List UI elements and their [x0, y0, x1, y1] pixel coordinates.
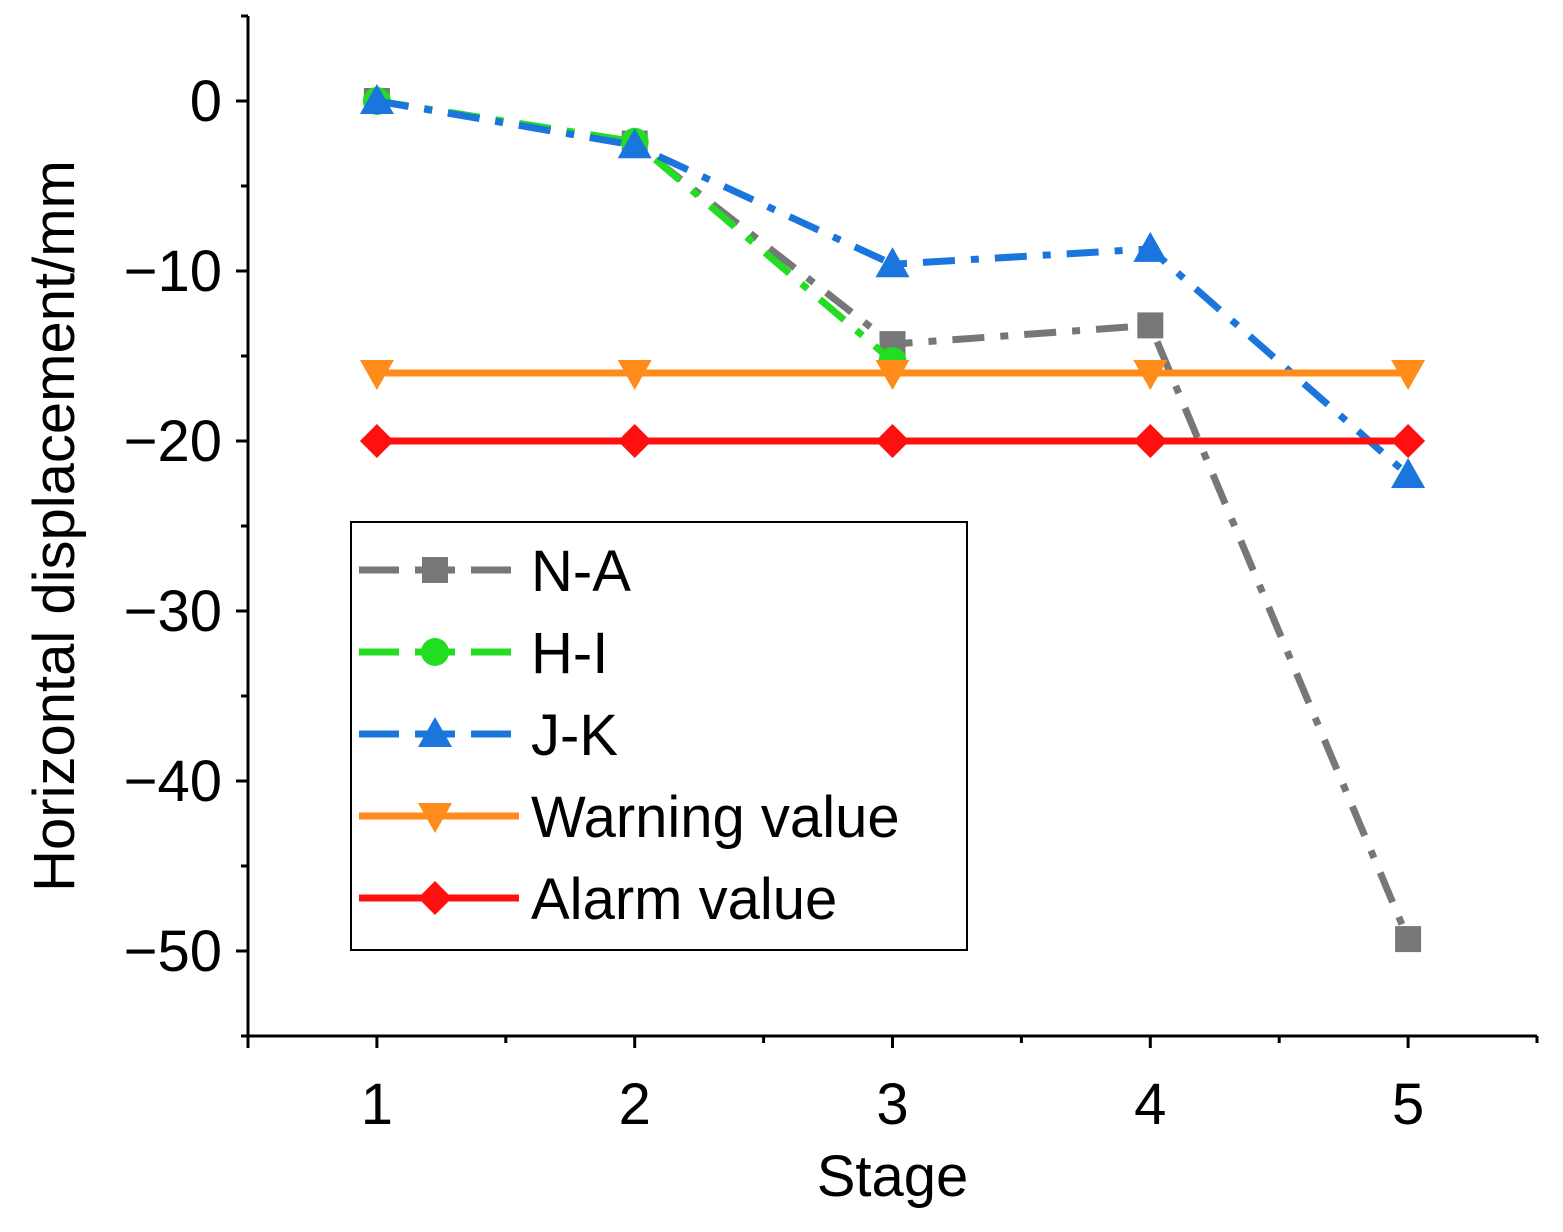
x-tick-label: 4	[1134, 1072, 1166, 1137]
legend-label: N-A	[531, 539, 631, 604]
x-tick-label: 1	[361, 1072, 393, 1137]
data-point	[359, 84, 394, 114]
series-warning-value	[359, 360, 1426, 390]
series-alarm-value	[359, 424, 1426, 458]
data-point	[1133, 424, 1168, 458]
legend-label: J-K	[531, 703, 618, 768]
data-point	[359, 360, 394, 390]
series-line	[376, 97, 1411, 478]
data-point	[617, 128, 652, 159]
legend-marker	[422, 557, 448, 583]
legend-item: Alarm value	[359, 867, 837, 932]
data-point	[359, 424, 394, 458]
legend-label: H-I	[531, 621, 608, 686]
data-point	[1391, 360, 1426, 390]
x-tick-label: 5	[1392, 1072, 1424, 1137]
y-tick-label: −50	[124, 919, 222, 984]
legend-item: N-A	[359, 539, 631, 604]
y-tick-label: −30	[124, 579, 222, 644]
legend-marker	[418, 717, 452, 747]
data-point	[1133, 360, 1168, 390]
legend-label: Warning value	[531, 785, 900, 850]
legend-item: Warning value	[359, 785, 900, 850]
data-point	[1137, 312, 1164, 339]
data-point	[1133, 231, 1168, 262]
data-point	[875, 360, 910, 390]
legend-marker	[418, 881, 452, 915]
legend-marker	[421, 638, 449, 666]
data-point	[617, 424, 652, 458]
legend-label: Alarm value	[531, 867, 837, 932]
series-j-k	[359, 84, 1426, 488]
data-point	[1391, 458, 1426, 488]
data-point	[875, 247, 910, 278]
data-point	[617, 360, 652, 390]
y-tick-label: −40	[124, 749, 222, 814]
legend-item: J-K	[359, 703, 618, 768]
data-point	[1391, 424, 1426, 458]
x-tick-label: 3	[876, 1072, 908, 1137]
x-axis-title: Stage	[817, 1144, 969, 1209]
data-point	[1395, 926, 1422, 953]
y-axis-title: Horizontal displacement/mm	[22, 160, 87, 892]
y-tick-label: −10	[124, 239, 222, 304]
y-tick-label: 0	[190, 69, 222, 134]
legend-item: H-I	[359, 621, 608, 686]
x-tick-label: 2	[619, 1072, 651, 1137]
data-point	[875, 424, 910, 458]
legend-marker	[418, 803, 452, 833]
y-tick-label: −20	[124, 409, 222, 474]
